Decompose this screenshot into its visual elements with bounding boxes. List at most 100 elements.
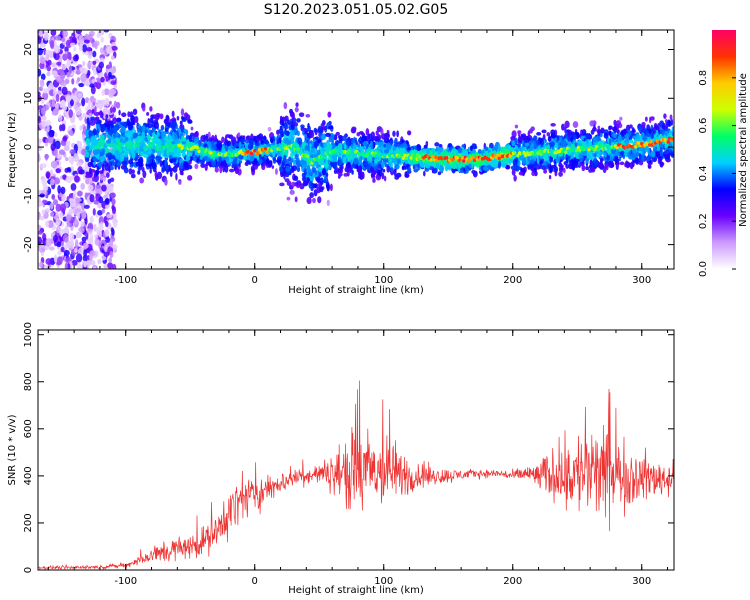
spectrogram-cell — [46, 71, 51, 77]
spectrogram-cell — [41, 209, 46, 215]
spectrogram-cell — [225, 157, 229, 162]
spectrogram-cell — [338, 172, 343, 177]
spectrogram-cell — [358, 130, 364, 135]
spectrogram-cell — [303, 181, 309, 186]
spectrogram-cell — [72, 95, 77, 101]
spectrogram-cell — [55, 203, 62, 212]
spectrogram-cell — [376, 134, 382, 141]
spectrogram-cell — [585, 166, 590, 171]
spectrogram-cell — [41, 115, 47, 121]
spectrogram-cell — [544, 155, 549, 161]
spectrogram-cell — [333, 169, 337, 174]
spectrogram-cell — [88, 167, 92, 175]
spectrogram-cell — [616, 152, 620, 157]
spectrogram-cell — [108, 156, 112, 161]
spectrogram-cell — [541, 129, 547, 134]
spectrogram-cell — [89, 233, 94, 242]
spectrogram-cell — [104, 97, 109, 104]
spectrogram-cell — [303, 160, 307, 169]
spectrogram-cell — [103, 30, 110, 33]
spectrogram-cell — [60, 99, 66, 108]
spectrogram-cell — [417, 164, 420, 171]
spectrogram-cell — [75, 208, 82, 213]
spectrogram-cell — [188, 135, 193, 142]
spectrogram-cell — [106, 213, 113, 219]
spectrogram-cell — [135, 161, 141, 167]
spectrogram-cell — [482, 166, 489, 171]
spectrogram-cell — [45, 238, 52, 247]
spectrogram-cell — [113, 84, 118, 89]
spectrogram-cell — [45, 258, 52, 265]
spectrogram-cell — [296, 118, 301, 123]
spectrogram-cell — [603, 132, 609, 139]
spectrogram-cell — [295, 102, 299, 108]
spectrogram-cell — [132, 108, 138, 116]
spectrogram-cell — [62, 135, 68, 142]
spectrogram-cell — [245, 135, 250, 141]
spectrogram-cell — [307, 169, 312, 177]
spectrogram-cell — [89, 194, 95, 203]
spectrogram-cell — [438, 164, 445, 173]
spectrogram-cell — [323, 162, 329, 168]
spectrogram-cell — [84, 217, 88, 225]
spectrogram-cell — [87, 227, 93, 235]
spectrogram-cell — [433, 167, 438, 174]
spectrogram-cell — [488, 152, 492, 157]
spectrogram-cell — [115, 117, 122, 122]
spectrogram-cell — [644, 116, 648, 122]
spectrogram-cell — [63, 249, 70, 256]
spectrogram-cell — [650, 116, 655, 121]
spectrogram-cell — [141, 138, 145, 143]
spectrogram-cell — [659, 150, 663, 156]
spectrogram-cell — [168, 148, 174, 153]
spectrogram-cell — [164, 118, 168, 126]
spectrogram-cell — [327, 111, 332, 118]
spectrogram-cell — [69, 240, 74, 249]
spectrogram-cell — [85, 78, 91, 87]
spectrogram-cell — [570, 136, 574, 142]
spectrogram-cell — [80, 201, 86, 211]
spectrogram-cell — [313, 127, 318, 133]
spectrogram-cell — [74, 217, 78, 225]
spectrogram-cell — [454, 161, 458, 167]
spectrogram-cell — [581, 129, 587, 135]
spectrogram-cell — [236, 158, 240, 165]
spectrogram-cell — [304, 145, 309, 151]
spectrogram-cell — [74, 239, 79, 249]
spectrogram-cell — [60, 37, 66, 42]
spectrogram-cell — [73, 152, 78, 161]
spectrogram-cell — [286, 130, 290, 137]
spectrogram-cell — [97, 230, 102, 238]
spectrogram-cell — [127, 130, 132, 139]
spectrogram-cell — [68, 65, 73, 74]
spectrogram-cell — [146, 111, 150, 116]
spectrogram-cell — [81, 212, 87, 220]
spectrogram-cell — [57, 250, 62, 256]
spectrogram-cell — [598, 161, 604, 168]
spectrogram-cell — [157, 150, 162, 158]
spectrogram-cell — [83, 260, 87, 268]
spectrogram-cell — [122, 147, 126, 152]
spectrogram-cell — [50, 30, 57, 36]
spectrogram-cell — [61, 240, 65, 247]
spectrogram-cell — [237, 132, 241, 138]
spectrogram-cell — [542, 134, 546, 141]
spectrogram-cell — [107, 152, 112, 157]
spectrogram-cell — [611, 126, 617, 131]
spectrogram-cell — [120, 125, 126, 134]
spectrogram-cell — [358, 156, 362, 165]
spectrogram-cell — [54, 148, 58, 158]
spectrogram-cell — [173, 147, 179, 155]
spectrogram-cell — [55, 103, 60, 110]
spectrogram-cell — [137, 135, 143, 142]
spectrogram-cell — [383, 148, 390, 154]
spectrogram-cell — [168, 155, 173, 160]
spectrogram-cell — [605, 163, 609, 171]
spectrogram-cell — [92, 50, 97, 58]
spectrogram-cell — [61, 196, 65, 202]
spectrogram-cell — [53, 87, 57, 97]
spectrogram-cell — [151, 137, 155, 144]
spectrogram-cell — [290, 136, 294, 144]
spectrogram-cell — [126, 118, 130, 126]
